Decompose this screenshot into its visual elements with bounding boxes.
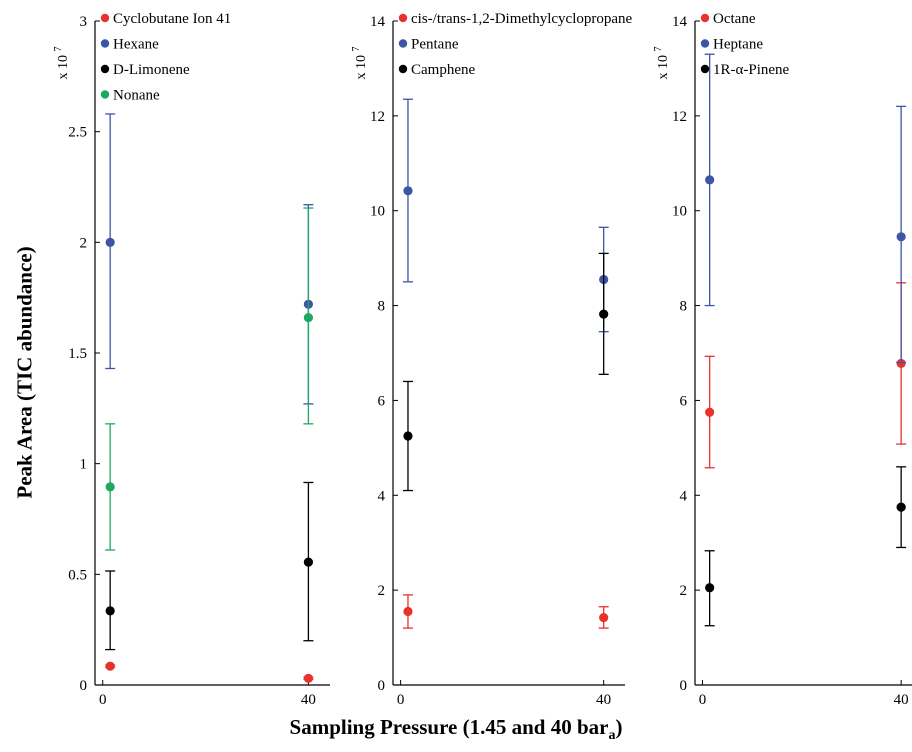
x-axis-title-text: Sampling Pressure (1.45 and 40 bar: [289, 715, 609, 739]
data-point: [599, 309, 609, 319]
panel-2: 0 2 4 6 8 10 12 14 0 40 x 10 7 cis-/trans-1,2-Dimet…: [351, 11, 633, 708]
data-point: [303, 673, 314, 683]
legend-marker: [100, 39, 110, 48]
y-tick-label: 2.5: [68, 125, 87, 141]
data-point: [599, 613, 609, 623]
legend-label: Hexane: [113, 37, 159, 53]
y-tick-label: 4: [680, 488, 688, 504]
axis-multiplier: x 10 7: [653, 47, 671, 80]
data-point: [105, 661, 115, 671]
y-tick-label: 12: [672, 109, 687, 125]
y-tick-label: 0.5: [68, 567, 87, 583]
y-tick-label: 1: [80, 457, 88, 473]
legend-marker: [700, 39, 710, 48]
x-tick-label: 40: [301, 692, 316, 708]
panel-1: 0 0.5 1 1.5 2 2.5 3 0 40 x 10 7 Cyclobutane Ion 41…: [53, 11, 330, 708]
legend-marker: [100, 64, 110, 74]
y-tick-label: 6: [378, 393, 386, 409]
data-point: [705, 583, 715, 593]
y-tick-label: 10: [672, 204, 687, 220]
y-tick-label: 1.5: [68, 346, 87, 362]
legend-label: Cyclobutane Ion 41: [113, 11, 231, 27]
y-tick-label: 2: [680, 583, 688, 599]
x-axis-title-subscript: a: [608, 728, 616, 744]
legend-marker: [700, 13, 710, 23]
legend-marker: [398, 13, 408, 23]
y-tick-label: 8: [378, 299, 386, 315]
multiplier-base: x 10: [656, 52, 671, 80]
y-tick-label: 12: [370, 109, 385, 125]
y-tick-label: 8: [680, 299, 688, 315]
multiplier-exponent: 7: [53, 47, 64, 52]
multiplier-base: x 10: [56, 52, 71, 80]
legend-label: 1R-α-Pinene: [713, 62, 790, 78]
x-tick-label: 0: [397, 692, 405, 708]
x-tick-label: 40: [596, 692, 611, 708]
legend-label: Octane: [713, 11, 756, 27]
legend-label: Nonane: [113, 88, 160, 104]
y-tick-label: 14: [370, 14, 386, 30]
multiplier-base: x 10: [354, 52, 369, 80]
axis-multiplier: x 10 7: [351, 47, 369, 80]
panel-3: 0 2 4 6 8 10 12 14 0 40 x 10 7 Octane Heptane 1R-α-Pi…: [653, 11, 912, 708]
x-tick-label: 0: [99, 692, 107, 708]
legend-marker: [100, 90, 110, 99]
data-point: [105, 606, 115, 616]
y-tick-label: 14: [672, 14, 688, 30]
legend-marker: [700, 64, 710, 74]
legend-label: cis-/trans-1,2-Dimethylcyclopropane: [411, 11, 633, 27]
y-tick-label: 0: [378, 678, 386, 694]
legend-marker: [100, 13, 110, 23]
x-axis-title-suffix: ): [615, 715, 623, 739]
data-point: [705, 175, 715, 185]
data-point: [705, 407, 715, 417]
y-tick-label: 2: [80, 235, 88, 251]
data-point: [403, 186, 413, 196]
y-tick-label: 3: [80, 14, 88, 30]
y-tick-label: 6: [680, 393, 688, 409]
data-point: [105, 482, 115, 492]
data-point: [896, 502, 906, 512]
multiplier-exponent: 7: [351, 47, 362, 52]
data-point: [303, 557, 314, 567]
legend-label: Pentane: [411, 37, 459, 53]
data-point: [105, 237, 115, 247]
y-tick-label: 0: [680, 678, 688, 694]
data-point: [896, 358, 906, 369]
legend-label: Camphene: [411, 62, 475, 78]
axis-multiplier: x 10 7: [53, 47, 71, 80]
data-point: [896, 232, 906, 242]
legend-marker: [398, 64, 408, 74]
data-point: [403, 606, 413, 617]
y-tick-label: 0: [80, 678, 88, 694]
legend-label: Heptane: [713, 37, 763, 53]
multiplier-exponent: 7: [653, 47, 664, 52]
y-tick-label: 4: [378, 488, 386, 504]
y-tick-label: 10: [370, 204, 385, 220]
x-tick-label: 40: [894, 692, 909, 708]
legend-marker: [398, 39, 408, 48]
x-tick-label: 0: [699, 692, 707, 708]
legend-label: D-Limonene: [113, 62, 190, 78]
y-axis-title: Peak Area (TIC abundance): [12, 246, 37, 499]
y-tick-label: 2: [378, 583, 386, 599]
data-point: [303, 312, 314, 323]
x-axis-title: Sampling Pressure (1.45 and 40 bara): [0, 715, 912, 744]
data-point: [403, 431, 413, 441]
